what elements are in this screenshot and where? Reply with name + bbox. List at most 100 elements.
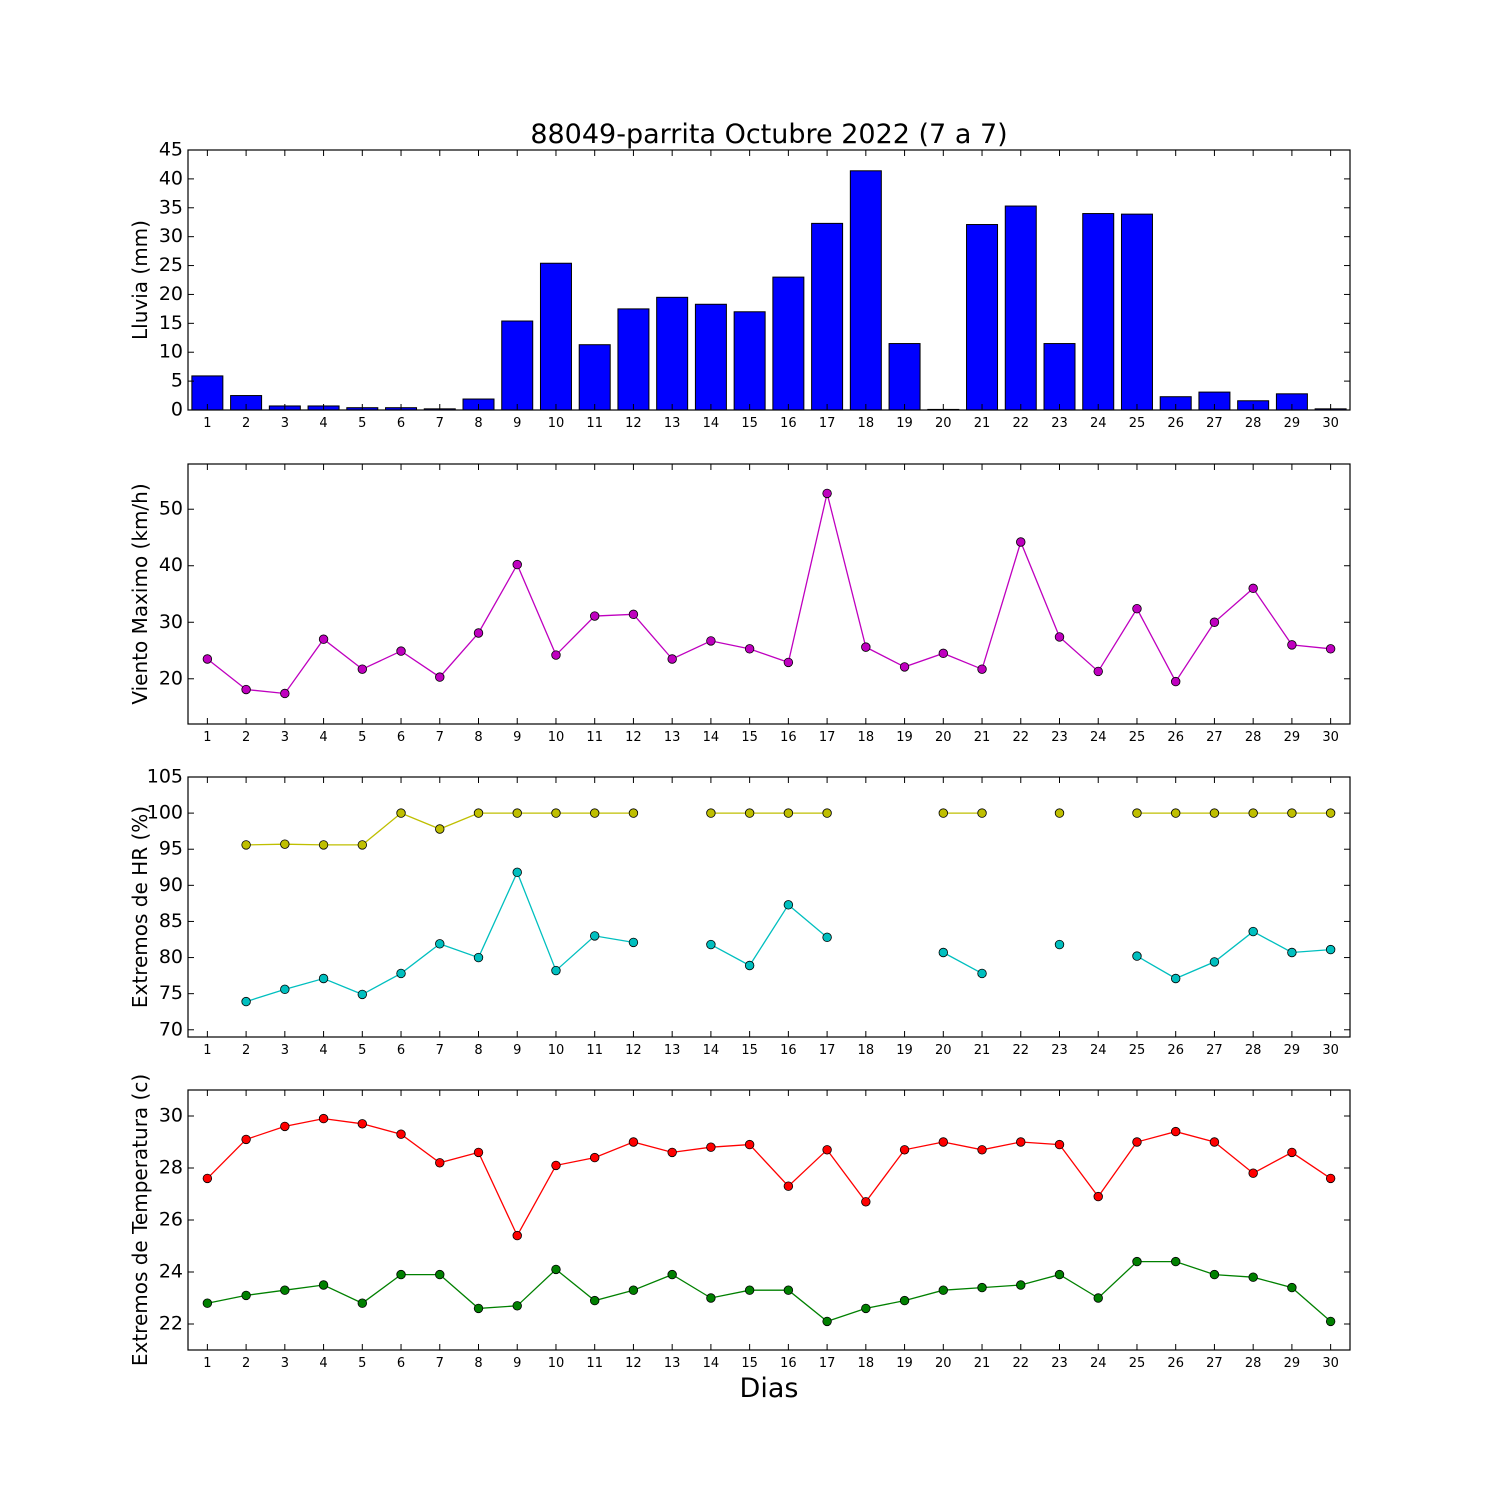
series-2-line (710, 903, 828, 967)
x-tick-label: 5 (358, 416, 366, 431)
x-tick-label: 24 (1090, 416, 1107, 431)
point-s2-day-12 (628, 937, 639, 948)
point-s1-day-11 (590, 808, 600, 818)
point-s2-day-30 (1325, 944, 1336, 955)
series-2-line (942, 951, 983, 975)
point-s1-day-16 (783, 1181, 794, 1191)
point-s1-day-9 (512, 808, 522, 818)
bar-day-23 (1043, 343, 1076, 411)
point-s2-day-4 (318, 973, 329, 984)
x-tick-label: 16 (780, 730, 797, 745)
x-tick-label: 29 (1284, 416, 1301, 431)
point-s1-day-1 (202, 1173, 213, 1184)
x-tick-label: 19 (896, 416, 913, 431)
y-tick-label: 20 (159, 283, 183, 305)
bar-day-11 (578, 344, 611, 411)
x-tick-label: 11 (586, 730, 603, 745)
point-s2-day-23 (1054, 1269, 1065, 1280)
point-s2-day-5 (357, 1298, 368, 1308)
x-tick-label: 20 (935, 416, 952, 431)
point-s1-day-6 (396, 1129, 406, 1139)
x-tick-label: 9 (513, 416, 521, 431)
point-s2-day-25 (1132, 951, 1142, 961)
x-tick-label: 17 (819, 1043, 836, 1058)
point-s1-day-8 (473, 628, 484, 638)
x-tick-label: 7 (436, 1356, 444, 1371)
x-tick-label: 14 (703, 1356, 720, 1371)
x-tick-label: 11 (586, 1356, 603, 1371)
y-tick-label: 90 (159, 874, 183, 896)
point-s2-day-17 (822, 1316, 832, 1327)
point-s1-day-17 (822, 1145, 832, 1155)
point-s2-day-11 (590, 931, 600, 941)
x-tick-label: 6 (397, 1356, 405, 1371)
point-s1-day-8 (473, 808, 484, 818)
point-s1-day-21 (977, 664, 987, 674)
point-s1-day-24 (1093, 1191, 1103, 1202)
y-axis-label: Extremos de Temperatura (c) (128, 1074, 152, 1366)
x-tick-label: 30 (1322, 1356, 1339, 1371)
x-tick-label: 8 (474, 730, 482, 745)
x-tick-label: 1 (203, 1043, 211, 1058)
x-tick-label: 16 (780, 1356, 797, 1371)
x-tick-label: 22 (1012, 1356, 1029, 1371)
y-tick-label: 40 (159, 167, 183, 189)
point-s1-day-3 (280, 688, 290, 699)
point-s1-day-10 (551, 808, 561, 818)
point-s1-day-28 (1248, 1168, 1258, 1178)
point-s2-day-2 (241, 996, 251, 1007)
point-s1-day-28 (1248, 808, 1258, 818)
point-s2-day-19 (899, 1295, 910, 1306)
point-s1-day-14 (706, 1142, 716, 1152)
x-tick-label: 6 (397, 416, 405, 431)
point-s1-day-20 (938, 1137, 949, 1147)
point-s2-day-29 (1287, 947, 1297, 958)
x-tick-label: 25 (1129, 1043, 1146, 1058)
bar-day-14 (694, 303, 727, 411)
point-s1-day-28 (1248, 583, 1258, 594)
point-s2-day-24 (1093, 1293, 1103, 1303)
point-s1-day-25 (1132, 604, 1142, 614)
bar-day-21 (966, 224, 999, 411)
x-tick-label: 18 (858, 730, 875, 745)
x-tick-label: 10 (548, 416, 565, 431)
point-s2-day-7 (435, 939, 445, 949)
point-s1-day-9 (512, 559, 522, 570)
x-tick-label: 13 (664, 1043, 681, 1058)
x-tick-label: 22 (1012, 1043, 1029, 1058)
point-s2-day-5 (357, 989, 368, 1000)
y-tick-label: 15 (159, 312, 183, 334)
point-s2-day-27 (1209, 957, 1220, 967)
point-s1-day-12 (628, 1137, 639, 1147)
x-tick-label: 20 (935, 1356, 952, 1371)
x-tick-label: 12 (625, 1043, 642, 1058)
y-tick-label: 24 (159, 1261, 183, 1283)
point-s1-day-23 (1054, 632, 1065, 642)
x-tick-label: 19 (896, 730, 913, 745)
point-s1-day-6 (396, 646, 406, 656)
point-s1-day-29 (1287, 808, 1297, 818)
plot-frame (187, 463, 1351, 725)
point-s1-day-10 (551, 1160, 561, 1171)
point-s2-day-16 (783, 1285, 794, 1295)
point-s1-day-16 (783, 657, 794, 668)
point-s1-day-29 (1287, 640, 1297, 650)
series-2-line (245, 870, 634, 1003)
x-tick-label: 25 (1129, 416, 1146, 431)
x-tick-label: 21 (974, 1356, 991, 1371)
point-s1-day-15 (744, 808, 755, 818)
point-s1-day-11 (590, 611, 600, 621)
point-s1-day-30 (1325, 808, 1336, 818)
point-s1-day-17 (822, 488, 832, 499)
x-tick-label: 17 (819, 416, 836, 431)
point-s1-day-12 (628, 609, 639, 620)
x-tick-label: 23 (1051, 1356, 1068, 1371)
x-tick-label: 10 (548, 1356, 565, 1371)
point-s2-day-3 (280, 1285, 290, 1295)
point-s1-day-9 (512, 1230, 522, 1241)
point-s1-day-2 (241, 1134, 251, 1145)
point-s2-day-21 (977, 1282, 987, 1293)
x-tick-label: 29 (1284, 1043, 1301, 1058)
panel-temp: 1 2 3 4 5 6 7 8 9 10 11 12 13 14 15 16 17 18 19 20 21 22 23 24 2… (128, 1074, 1351, 1371)
point-s1-day-5 (357, 1119, 368, 1129)
